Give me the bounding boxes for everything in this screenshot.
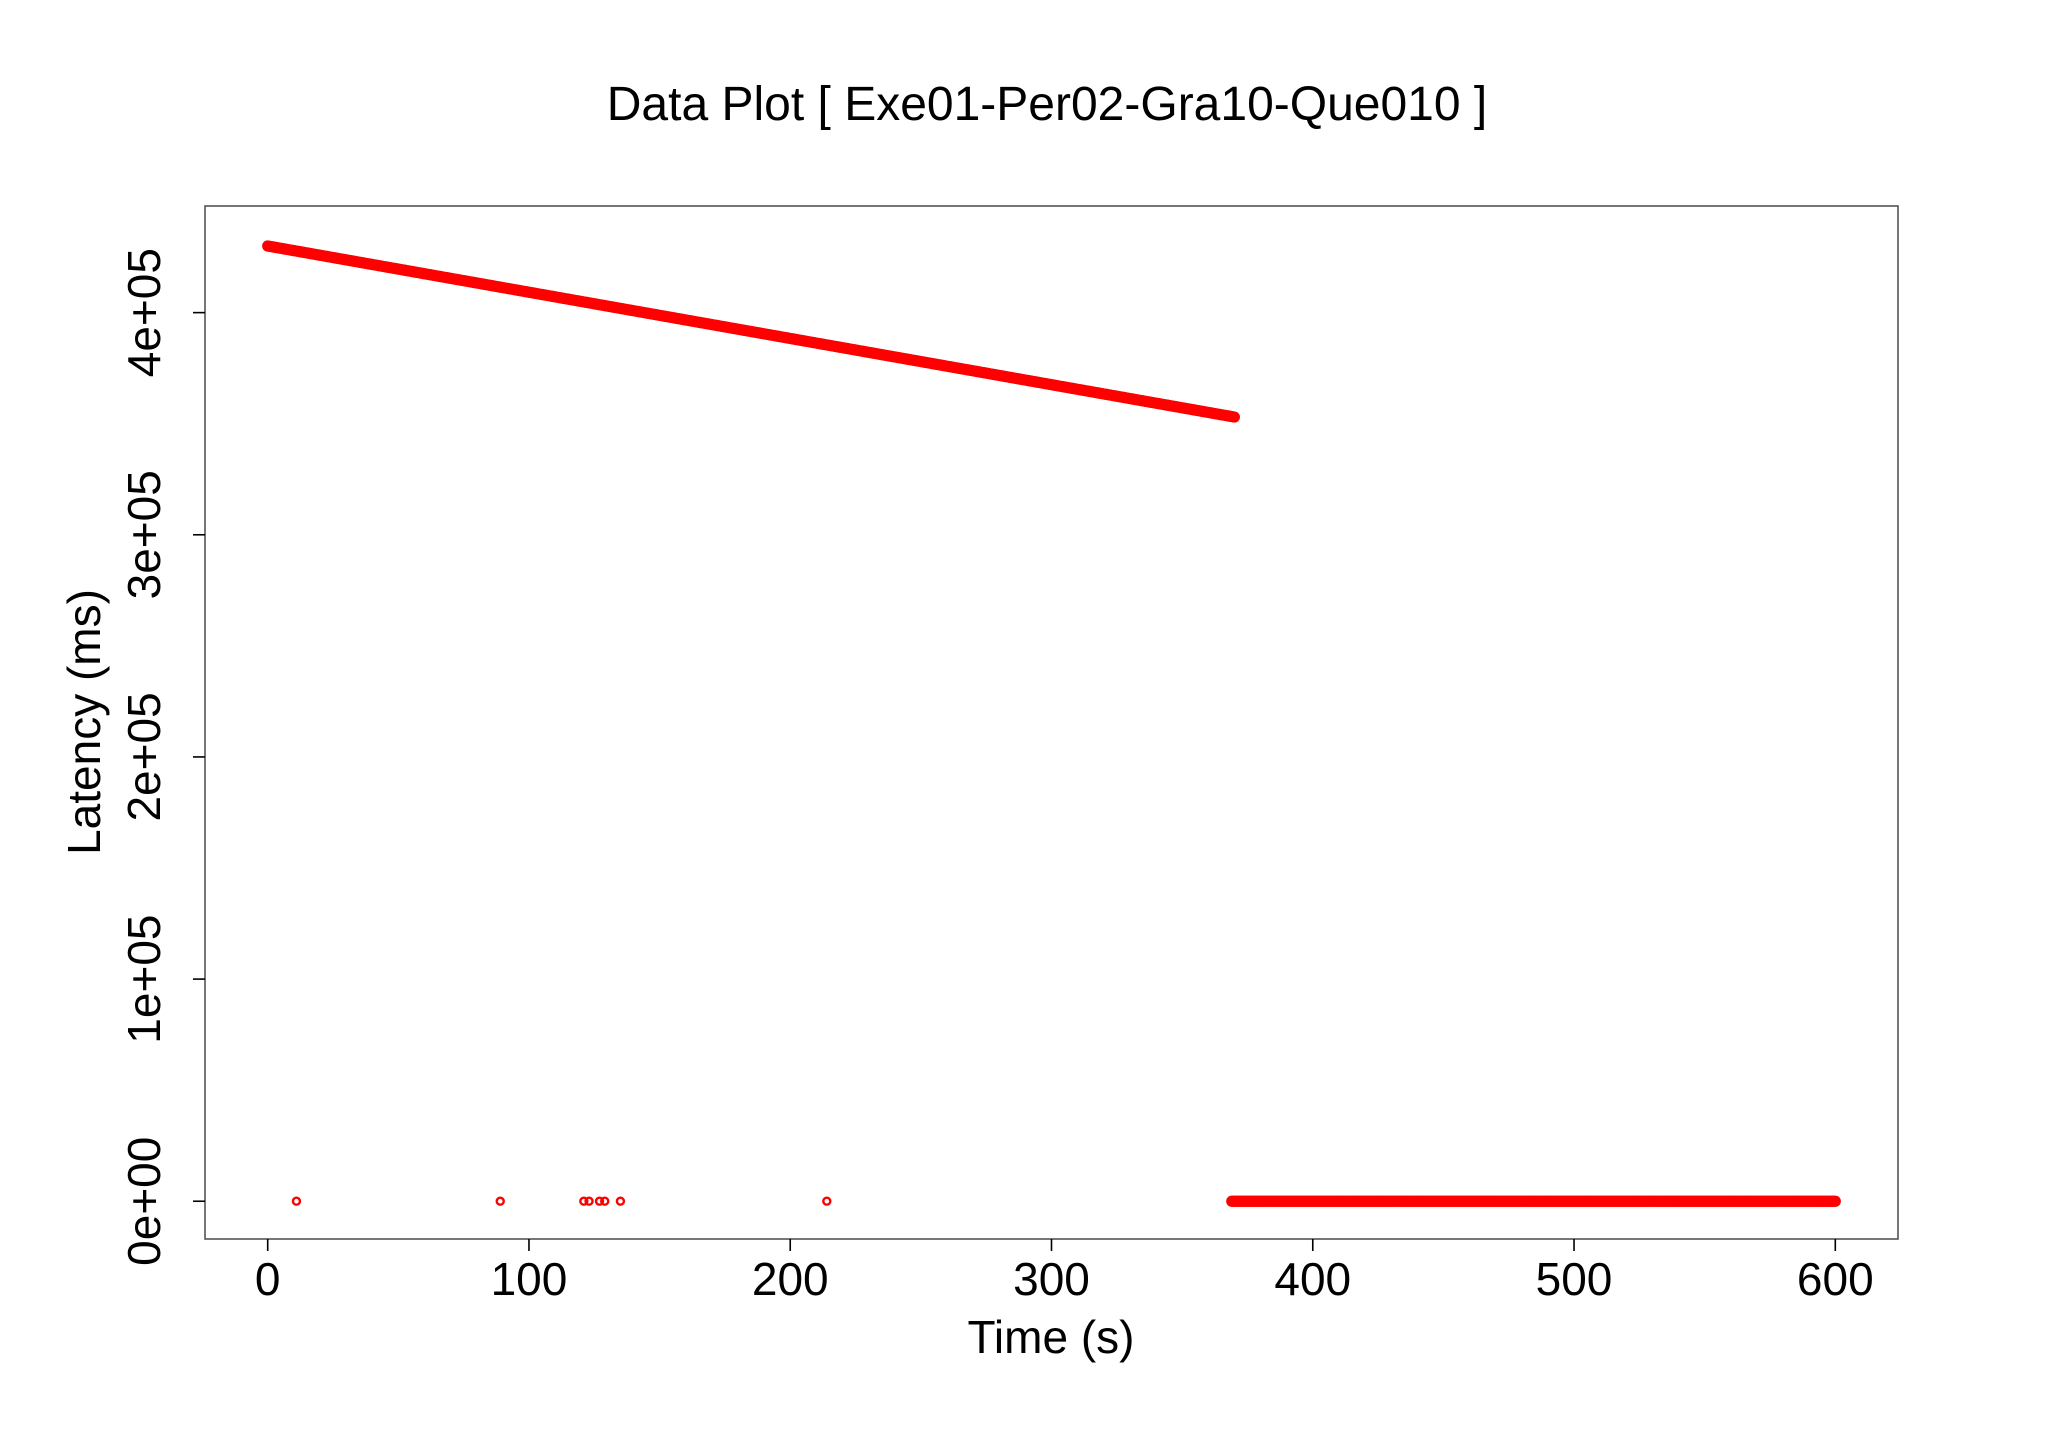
data-point [584,1196,594,1206]
y-axis: 0e+00 1e+05 2e+05 3e+05 4e+05 [118,248,205,1266]
x-tick-label: 100 [491,1253,568,1305]
x-tick-label: 0 [255,1253,281,1305]
x-tick-label: 200 [752,1253,829,1305]
data-point [594,1196,605,1206]
data-point [822,1196,832,1206]
x-tick-label: 400 [1274,1253,1351,1305]
x-tick-label: 500 [1536,1253,1613,1305]
x-axis: 0 100 200 300 400 500 600 [255,1239,1874,1305]
data-point [600,1196,610,1206]
x-tick-label: 600 [1797,1253,1874,1305]
y-tick-label: 3e+05 [118,470,170,599]
data-points [262,240,1841,1207]
x-axis-label: Time (s) [968,1311,1135,1363]
y-tick-label: 2e+05 [118,692,170,821]
data-point [615,1196,626,1206]
y-tick-label: 0e+00 [118,1137,170,1266]
chart-title: Data Plot [ Exe01-Per02-Gra10-Que010 ] [607,78,1487,131]
x-tick-label: 300 [1013,1253,1090,1305]
data-point [1228,411,1240,423]
y-axis-label: Latency (ms) [58,589,110,855]
data-point [579,1196,589,1206]
data-point [1829,1195,1841,1207]
data-point [495,1196,505,1206]
y-tick-label: 4e+05 [118,248,170,377]
plot-frame [204,205,1899,1240]
y-tick-label: 1e+05 [118,914,170,1043]
data-point [291,1196,302,1206]
